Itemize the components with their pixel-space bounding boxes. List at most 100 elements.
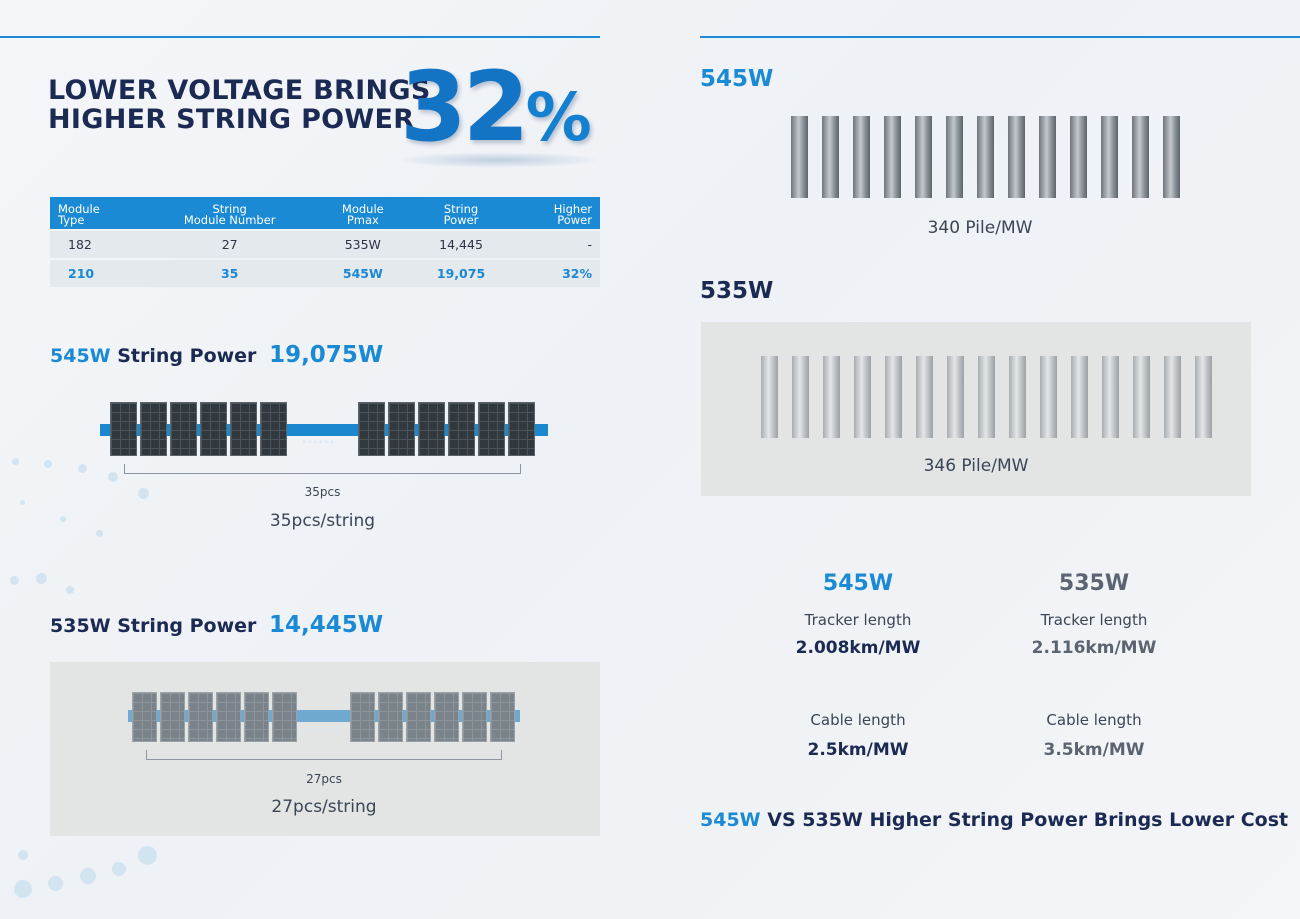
pile — [1164, 356, 1181, 438]
pile — [761, 356, 778, 438]
pile-535-title: 535W — [700, 278, 774, 304]
headline: LOWER VOLTAGE BRINGS HIGHER STRING POWER — [48, 76, 431, 134]
compare-545-title: 545W — [822, 571, 894, 596]
pile — [1070, 116, 1087, 198]
pile — [1195, 356, 1212, 438]
string-545-accent: 545W — [50, 345, 111, 367]
right-top-rule — [700, 36, 1300, 38]
bubble — [96, 530, 103, 537]
pile — [1102, 356, 1119, 438]
string-545-label: String Power — [117, 345, 257, 367]
bubble — [44, 460, 52, 468]
solar-panel — [140, 402, 167, 456]
conclusion-text: VS 535W Higher String Power Brings Lower… — [767, 809, 1289, 831]
pile — [884, 116, 901, 198]
pile — [977, 116, 994, 198]
string-535-value: 14,445W — [269, 612, 384, 638]
pile — [1133, 356, 1150, 438]
solar-panel — [350, 692, 375, 742]
headline-line-1: LOWER VOLTAGE BRINGS — [48, 75, 431, 106]
pile-535-caption: 346 Pile/MW — [923, 456, 1029, 476]
solar-panel — [170, 402, 197, 456]
table-cell: 182 — [50, 231, 144, 258]
table-cell: 545W — [316, 260, 410, 287]
pile — [1101, 116, 1118, 198]
bubble — [80, 868, 96, 884]
pile — [791, 116, 808, 198]
solar-panel — [160, 692, 185, 742]
solar-panel — [132, 692, 157, 742]
compare-535-tracker-value: 2.116km/MW — [1031, 638, 1157, 658]
solar-panel — [434, 692, 459, 742]
table-cell: 210 — [50, 260, 144, 287]
pile — [1009, 356, 1026, 438]
solar-panel — [244, 692, 269, 742]
pile — [1132, 116, 1149, 198]
pile — [947, 356, 964, 438]
string-535-caption: 27pcs/string — [271, 797, 377, 817]
string-535-box — [50, 662, 600, 836]
pile — [853, 116, 870, 198]
solar-panel — [448, 402, 475, 456]
conclusion-accent: 545W — [700, 809, 761, 831]
solar-panel — [188, 692, 213, 742]
pile — [792, 356, 809, 438]
string-535-count: 27pcs — [306, 772, 342, 786]
pile — [916, 356, 933, 438]
compare-545-cable-label: Cable length — [810, 711, 906, 729]
table-cell: 27 — [143, 231, 317, 258]
bubble — [112, 862, 126, 876]
table-cell: - — [512, 231, 600, 258]
pile — [1040, 356, 1057, 438]
solar-panel — [462, 692, 487, 742]
bubble — [108, 472, 118, 482]
table-cell: 35 — [143, 260, 317, 287]
solar-panel — [406, 692, 431, 742]
solar-panel — [216, 692, 241, 742]
bubble — [78, 464, 87, 473]
spec-table: Module Type String Module Number Module Pma… — [50, 195, 600, 289]
table-header-cell: String Module Number — [143, 197, 317, 229]
solar-panel — [478, 402, 505, 456]
pile — [885, 356, 902, 438]
pile — [1163, 116, 1180, 198]
solar-panel — [508, 402, 535, 456]
percent-number: 32 — [400, 51, 530, 163]
solar-panel — [378, 692, 403, 742]
solar-panel — [358, 402, 385, 456]
solar-panel — [200, 402, 227, 456]
string-545-count: 35pcs — [304, 485, 341, 499]
conclusion: 545W VS 535W Higher String Power Brings … — [700, 809, 1288, 831]
string-545-caption: 35pcs/string — [269, 511, 376, 531]
pile — [854, 356, 871, 438]
pile-545-caption: 340 Pile/MW — [927, 218, 1033, 238]
solar-panel — [110, 402, 137, 456]
string-545-dots: ...... — [302, 432, 336, 446]
compare-545-tracker-value: 2.008km/MW — [795, 638, 921, 658]
bubble — [138, 488, 149, 499]
pile — [946, 116, 963, 198]
percent-shadow — [392, 152, 602, 168]
pile — [978, 356, 995, 438]
pile — [1008, 116, 1025, 198]
pile — [822, 116, 839, 198]
bubble — [18, 850, 28, 860]
table-cell: 14,445 — [409, 231, 513, 258]
table-cell: 19,075 — [409, 260, 513, 287]
bubble — [138, 846, 157, 865]
bubble — [60, 516, 66, 522]
pile — [823, 356, 840, 438]
string-535-title: 535W String Power 14,445W — [50, 612, 383, 638]
pile — [1071, 356, 1088, 438]
table-row-highlighted: 210 35 545W 19,075 32% — [50, 260, 600, 287]
solar-panel — [418, 402, 445, 456]
compare-535-cable-value: 3.5km/MW — [1043, 740, 1145, 760]
string-535-dots: ...... — [306, 720, 340, 734]
bubble — [20, 500, 25, 505]
table-row: 182 27 535W 14,445 - — [50, 231, 600, 258]
string-535-label: 535W String Power — [50, 615, 257, 637]
bubble — [12, 458, 19, 465]
compare-545-cable-value: 2.5km/MW — [807, 740, 909, 760]
pile — [1039, 116, 1056, 198]
solar-panel — [490, 692, 515, 742]
